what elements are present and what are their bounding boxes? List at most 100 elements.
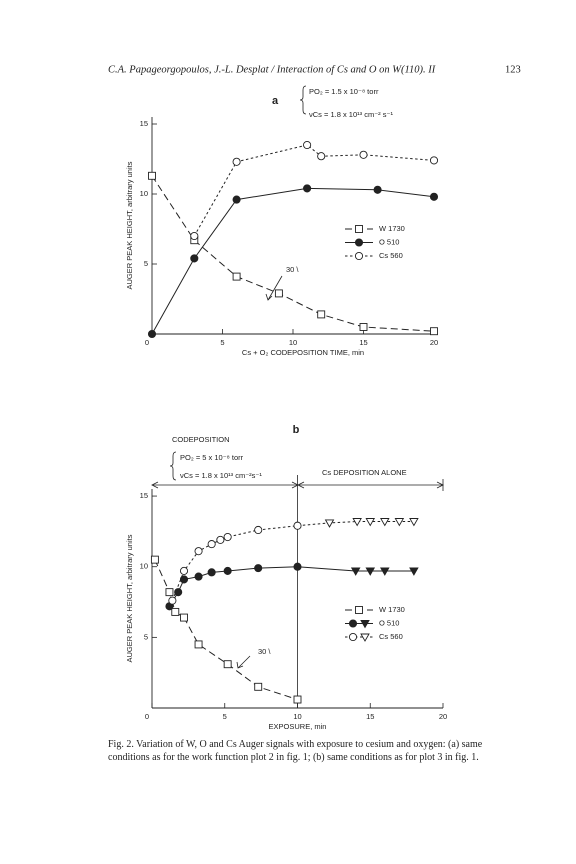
marker-square — [180, 613, 188, 622]
marker-circle — [254, 525, 263, 535]
marker-circle — [223, 566, 232, 575]
annotation: CODEPOSITION — [172, 435, 230, 444]
y-tick-label: 10 — [140, 562, 148, 571]
y-tick-label: 15 — [140, 119, 148, 128]
marker-circle — [216, 535, 225, 544]
marker-circle — [303, 140, 312, 150]
x-tick-label: 10 — [289, 338, 297, 347]
legend-label: W 1730 — [379, 224, 405, 233]
marker-square — [317, 310, 326, 319]
x-tick-label: 15 — [366, 712, 374, 721]
series-line — [151, 187, 435, 335]
range-arrows — [151, 479, 444, 491]
marker-triangle — [350, 567, 361, 576]
marker-triangle — [360, 633, 370, 642]
marker-square — [359, 323, 368, 331]
marker-square — [232, 272, 241, 281]
marker-triangle — [409, 518, 419, 527]
x-tick-label: 0 — [145, 338, 149, 347]
x-tick-label: 5 — [220, 338, 224, 347]
marker-triangle — [360, 620, 370, 629]
marker-circle — [232, 157, 241, 166]
marker-circle — [179, 575, 189, 584]
brace — [169, 451, 177, 481]
marker-circle — [190, 254, 199, 263]
marker-circle — [194, 572, 203, 581]
legend-label: Cs 560 — [379, 251, 403, 260]
marker-circle — [348, 632, 358, 642]
pointer-arrows — [236, 275, 283, 669]
marker-circle — [232, 195, 241, 204]
x-tick-label: 5 — [223, 712, 227, 721]
legend-label: W 1730 — [379, 605, 405, 614]
marker-triangle — [409, 567, 419, 576]
series-line — [171, 520, 414, 601]
marker-circle — [303, 184, 312, 193]
x-tick-label: 15 — [359, 338, 367, 347]
legend-label: O 510 — [379, 237, 399, 246]
x-tick-label: 10 — [293, 712, 301, 721]
x-tick-label: 20 — [439, 712, 447, 721]
brace — [299, 85, 307, 115]
series-line — [193, 144, 435, 237]
y-tick-label: 5 — [144, 259, 148, 268]
annotation: νCs = 1.8 x 10¹³ cm⁻²s⁻¹ — [180, 471, 262, 480]
annotation: a — [272, 95, 279, 107]
marker-circle — [354, 238, 364, 247]
marker-square — [194, 640, 203, 649]
marker-circle — [373, 185, 382, 194]
series-line — [154, 559, 298, 700]
marker-circle — [317, 152, 326, 161]
annotation: PO₂ = 1.5 x 10⁻⁸ torr — [309, 87, 379, 96]
x-axis-label: Cs + O₂ CODEPOSITION TIME, min — [242, 348, 364, 357]
y-tick-label: 5 — [144, 632, 148, 641]
marker-square — [223, 660, 232, 669]
running-title: C.A. Papageorgopoulos, J.-L. Desplat / I… — [108, 64, 436, 75]
y-axis-label: AUGER PEAK HEIGHT, arbitrary units — [125, 161, 134, 289]
marker-square — [293, 695, 302, 704]
marker-circle — [429, 192, 439, 201]
marker-triangle — [365, 518, 376, 527]
marker-circle — [147, 329, 157, 339]
marker-square — [254, 682, 263, 691]
annotation: PO₂ = 5 x 10⁻⁸ torr — [180, 453, 244, 462]
x-tick-label: 0 — [145, 712, 149, 721]
marker-triangle — [394, 518, 405, 527]
marker-square — [148, 171, 156, 180]
marker-circle — [207, 540, 216, 549]
marker-square — [430, 327, 438, 336]
marker-circle — [429, 156, 439, 165]
marker-circle — [354, 251, 364, 261]
annotation: 30 \ — [258, 647, 271, 656]
y-tick-label: 10 — [140, 189, 148, 198]
marker-triangle — [380, 518, 390, 527]
series-line — [169, 566, 414, 607]
marker-circle — [223, 532, 232, 542]
marker-square — [165, 588, 174, 597]
annotation: νCs = 1.8 x 10¹³ cm⁻² s⁻¹ — [309, 110, 393, 119]
marker-triangle — [380, 567, 390, 576]
marker-circle — [179, 566, 189, 575]
marker-circle — [207, 568, 216, 577]
annotation: b — [293, 424, 300, 436]
marker-circle — [359, 150, 368, 159]
annotation: Cs DEPOSITION ALONE — [322, 468, 407, 477]
legend-label: Cs 560 — [379, 632, 403, 641]
marker-circle — [174, 588, 183, 597]
x-tick-label: 20 — [430, 338, 438, 347]
figure-caption: Fig. 2. Variation of W, O and Cs Auger s… — [108, 739, 483, 763]
marker-square — [355, 225, 363, 233]
marker-circle — [194, 547, 203, 556]
marker-square — [355, 606, 363, 614]
marker-square — [274, 289, 283, 298]
marker-circle — [190, 231, 199, 241]
y-axis-label: AUGER PEAK HEIGHT, arbitrary units — [125, 534, 134, 662]
legend-label: O 510 — [379, 618, 399, 627]
marker-triangle — [324, 519, 335, 528]
marker-triangle — [365, 567, 376, 576]
marker-circle — [348, 619, 358, 628]
marker-circle — [293, 562, 302, 571]
x-axis-label: EXPOSURE, min — [269, 722, 327, 731]
